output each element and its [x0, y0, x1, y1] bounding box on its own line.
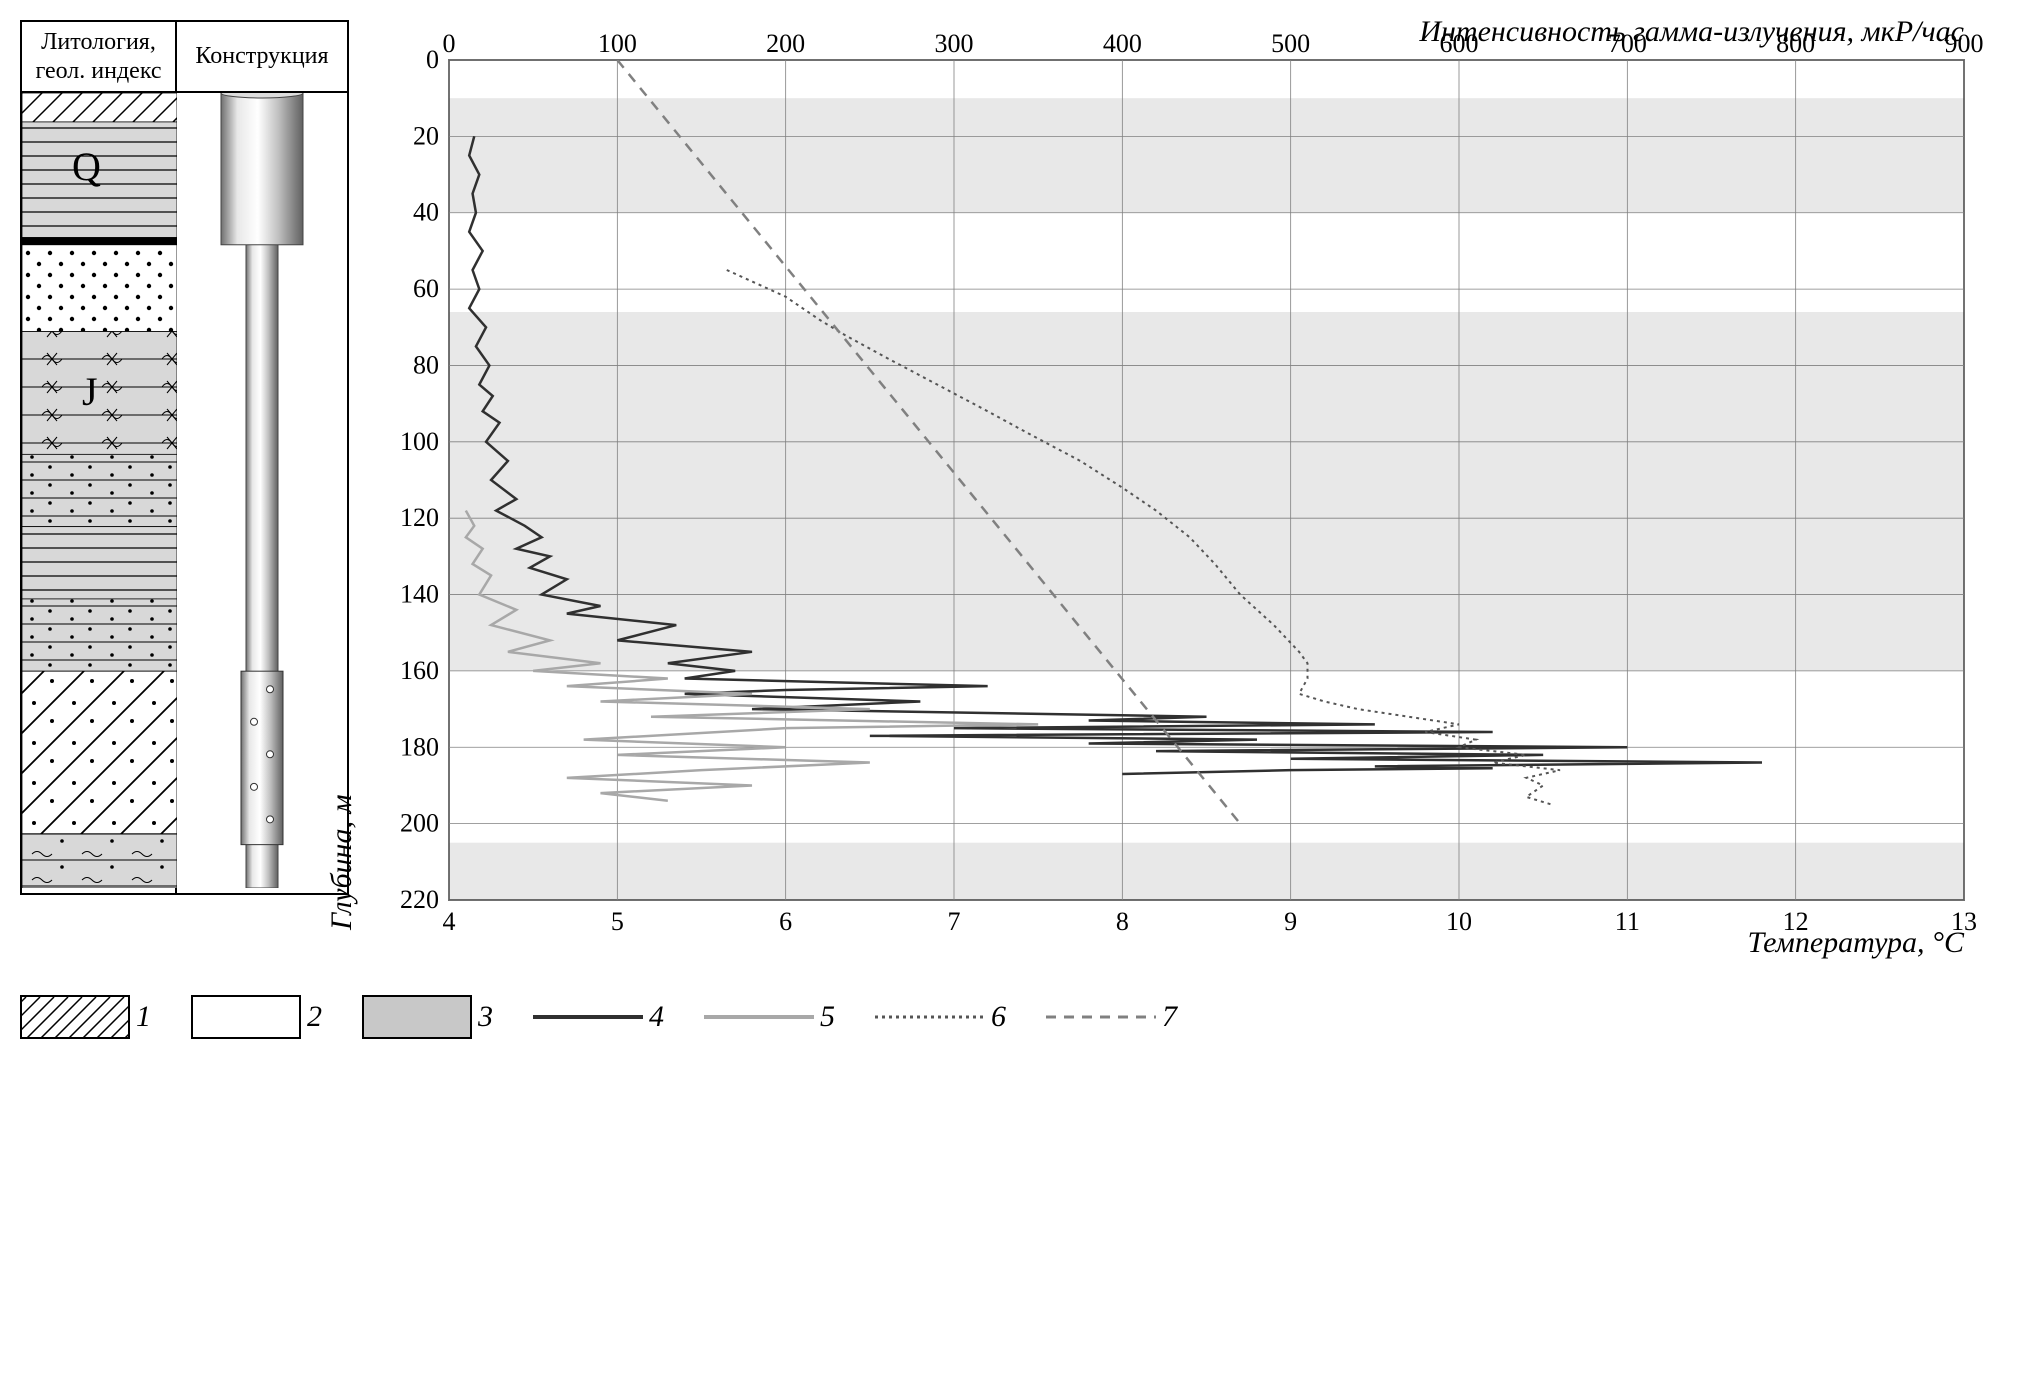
legend-swatch [362, 995, 472, 1039]
construction-column: Конструкция [177, 22, 347, 893]
svg-text:8: 8 [1116, 907, 1129, 936]
svg-text:80: 80 [413, 350, 439, 379]
lithology-header: Литология, геол. индекс [22, 22, 175, 93]
legend-line [1046, 995, 1156, 1039]
legend-label: 1 [136, 1000, 151, 1034]
svg-text:140: 140 [400, 580, 439, 609]
legend-item: 5 [704, 995, 835, 1039]
legend: 1 2 3 4 5 6 7 [20, 995, 2010, 1039]
legend-label: 3 [478, 1000, 493, 1034]
svg-text:400: 400 [1103, 29, 1142, 58]
svg-text:500: 500 [1271, 29, 1310, 58]
svg-text:120: 120 [400, 503, 439, 532]
label-q: Q [72, 143, 101, 190]
svg-text:60: 60 [413, 274, 439, 303]
svg-text:11: 11 [1615, 907, 1640, 936]
legend-label: 2 [307, 1000, 322, 1034]
legend-swatch [20, 995, 130, 1039]
svg-text:10: 10 [1446, 907, 1472, 936]
left-columns: Литология, геол. индекс Q J Конструкция [20, 20, 349, 895]
chart-area: 0100200300400500600700800900456789101112… [364, 20, 1984, 970]
legend-item: 3 [362, 995, 493, 1039]
svg-text:100: 100 [400, 427, 439, 456]
svg-text:100: 100 [598, 29, 637, 58]
legend-label: 4 [649, 1000, 664, 1034]
legend-label: 6 [991, 1000, 1006, 1034]
label-j: J [82, 368, 98, 415]
y-axis-label: Глубина, м [325, 794, 359, 930]
legend-item: 2 [191, 995, 322, 1039]
construction-header: Конструкция [177, 22, 347, 93]
svg-text:5: 5 [611, 907, 624, 936]
left-panel: Литология, геол. индекс Q J Конструкция [20, 20, 349, 970]
lithology-column: Литология, геол. индекс Q J [22, 22, 177, 893]
svg-text:220: 220 [400, 885, 439, 914]
legend-item: 6 [875, 995, 1006, 1039]
svg-text:160: 160 [400, 656, 439, 685]
legend-label: 7 [1162, 1000, 1177, 1034]
x-bottom-axis-label: Температура, °C [1748, 926, 1964, 960]
svg-text:9: 9 [1284, 907, 1297, 936]
svg-text:0: 0 [426, 45, 439, 74]
legend-item: 4 [533, 995, 664, 1039]
legend-label: 5 [820, 1000, 835, 1034]
legend-line [533, 995, 643, 1039]
svg-text:7: 7 [948, 907, 961, 936]
legend-line [875, 995, 985, 1039]
svg-text:4: 4 [443, 907, 456, 936]
figure-root: Литология, геол. индекс Q J Конструкция … [20, 20, 2010, 970]
legend-item: 7 [1046, 995, 1177, 1039]
svg-text:0: 0 [443, 29, 456, 58]
well-svg [177, 93, 347, 888]
legend-swatch [191, 995, 301, 1039]
lithology-body: Q J [22, 93, 175, 893]
svg-text:6: 6 [779, 907, 792, 936]
chart-svg: 0100200300400500600700800900456789101112… [364, 20, 1984, 970]
lithology-svg [22, 93, 177, 888]
legend-line [704, 995, 814, 1039]
construction-body [177, 93, 347, 893]
svg-text:300: 300 [935, 29, 974, 58]
svg-text:200: 200 [766, 29, 805, 58]
legend-item: 1 [20, 995, 151, 1039]
svg-text:20: 20 [413, 121, 439, 150]
svg-text:200: 200 [400, 809, 439, 838]
svg-text:40: 40 [413, 198, 439, 227]
x-top-axis-label: Интенсивность гамма-излучения, мкР/час [1419, 15, 1964, 49]
svg-text:180: 180 [400, 732, 439, 761]
